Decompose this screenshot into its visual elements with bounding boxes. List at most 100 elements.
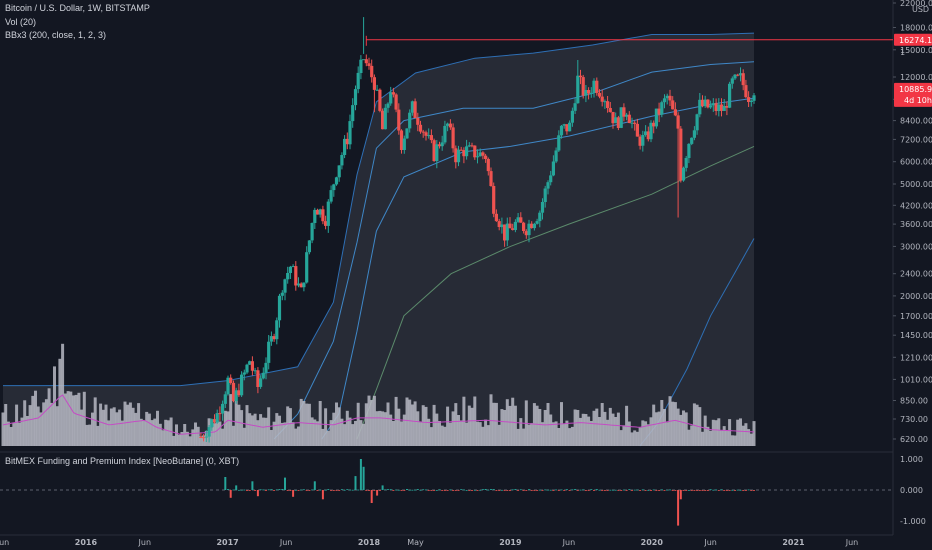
funding-bar: [294, 489, 297, 491]
volume-bar: [280, 422, 284, 446]
candle-body: [313, 209, 317, 223]
volume-bar: [408, 399, 412, 446]
volume-bar: [682, 410, 685, 446]
candle-body: [226, 377, 230, 395]
volume-bar: [362, 423, 366, 446]
funding-indicator-label[interactable]: BitMEX Funding and Premium Index [NeoBut…: [5, 456, 240, 466]
volume-bar: [194, 422, 197, 446]
funding-bar: [658, 490, 661, 491]
funding-bar: [671, 490, 674, 491]
candle-body: [538, 212, 542, 222]
candle-body: [616, 117, 620, 128]
candle-body: [725, 106, 729, 108]
funding-bar: [349, 489, 351, 491]
candle-body: [622, 107, 626, 117]
candle-body: [296, 283, 301, 286]
candle-body: [264, 362, 268, 373]
volume-bar: [74, 394, 78, 446]
volume-bar: [242, 427, 246, 446]
volume-bar: [476, 421, 479, 446]
candle-body: [402, 138, 406, 150]
candle-body: [749, 100, 753, 102]
candle-body: [484, 155, 488, 159]
funding-bar: [338, 490, 341, 491]
funding-bar: [590, 489, 593, 490]
volume-bar: [641, 420, 645, 446]
volume-indicator-label[interactable]: Vol (20): [5, 17, 37, 27]
volume-bar: [473, 396, 477, 446]
volume-bar: [587, 416, 591, 446]
candle-body: [375, 89, 379, 91]
volume-bar: [400, 421, 403, 446]
candle-body: [627, 114, 631, 123]
volume-bar: [145, 411, 149, 446]
candle-body: [391, 92, 395, 95]
volume-bar: [177, 434, 181, 446]
candle-body: [343, 138, 347, 155]
funding-bar: [384, 489, 387, 491]
funding-bar: [408, 489, 411, 491]
volume-bar: [701, 431, 704, 446]
volume-bar: [584, 414, 588, 446]
price-tick-label: 1010.00: [900, 375, 932, 384]
candle-body: [738, 73, 743, 76]
volume-bar: [402, 414, 406, 446]
bollinger-indicator-label[interactable]: BBx3 (200, close, 1, 2, 3): [5, 30, 107, 40]
funding-bar: [446, 490, 449, 491]
funding-bar: [335, 490, 338, 491]
candle-body: [671, 100, 675, 110]
candle-body: [549, 175, 553, 183]
volume-bar: [6, 421, 10, 446]
candle-body: [340, 155, 344, 166]
volume-bar: [15, 404, 19, 446]
funding-bar: [468, 490, 471, 491]
volume-bar: [579, 417, 582, 446]
volume-bar: [695, 404, 699, 446]
candle-body: [318, 209, 322, 215]
volume-bar: [150, 420, 154, 446]
candle-body: [546, 182, 550, 189]
candle-body: [714, 103, 718, 111]
volume-bar: [657, 411, 661, 446]
volume-bar: [172, 435, 176, 446]
funding-bar: [284, 477, 286, 490]
candle-body: [294, 266, 298, 286]
candle-body: [443, 125, 447, 143]
symbol-title[interactable]: Bitcoin / U.S. Dollar, 1W, BITSTAMP: [5, 3, 150, 13]
volume-bar: [611, 413, 615, 446]
volume-bar: [451, 411, 455, 446]
candle-body: [649, 122, 653, 140]
funding-bar: [547, 489, 549, 491]
funding-bar: [473, 489, 476, 491]
candle-body: [372, 77, 376, 90]
candle-body: [638, 136, 642, 146]
volume-bar: [367, 395, 371, 446]
funding-bar: [251, 481, 254, 490]
volume-bar: [343, 424, 347, 446]
volume-bar: [424, 406, 428, 446]
volume-bar: [722, 426, 726, 446]
volume-bar: [307, 403, 311, 446]
volume-bar: [96, 425, 100, 446]
funding-bar: [720, 489, 723, 491]
candle-body: [665, 95, 669, 99]
time-tick-label: Jun: [845, 538, 859, 547]
funding-bar: [747, 489, 750, 491]
funding-bar: [227, 489, 229, 490]
candle-body: [719, 104, 724, 111]
volume-bar: [17, 422, 21, 446]
funding-bar: [462, 489, 465, 491]
volume-bar: [286, 406, 290, 446]
volume-bar: [175, 424, 178, 446]
volume-bar: [53, 366, 56, 446]
price-tick-label: 15000.00: [900, 46, 932, 55]
volume-bar: [120, 420, 124, 446]
volume-bar: [278, 415, 281, 446]
volume-bar: [627, 421, 631, 446]
funding-bar: [387, 489, 389, 490]
funding-bar: [275, 489, 278, 491]
funding-bar: [687, 490, 690, 491]
band-upper-2: [273, 61, 755, 440]
volume-bar: [614, 417, 618, 446]
